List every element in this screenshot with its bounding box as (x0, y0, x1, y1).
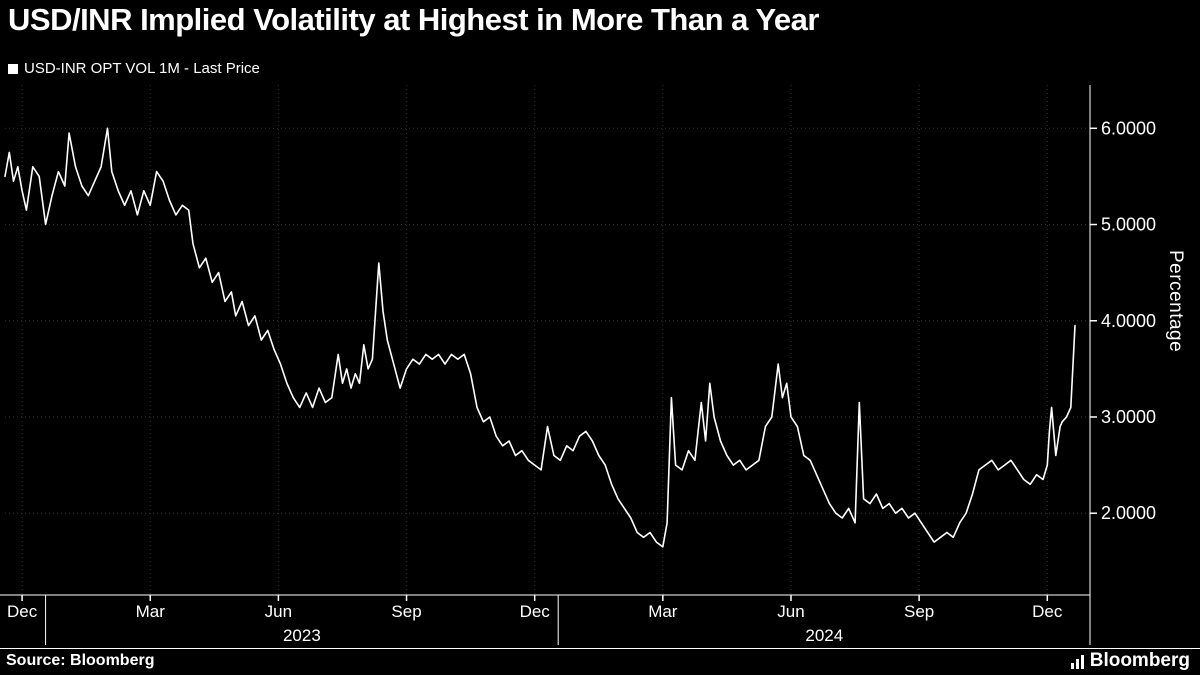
x-tick-label: Dec (1032, 602, 1063, 621)
legend-label: USD-INR OPT VOL 1M - Last Price (24, 60, 260, 77)
source-credit: Source: Bloomberg (6, 652, 155, 669)
x-tick-label: Dec (7, 602, 38, 621)
chart-legend: USD-INR OPT VOL 1M - Last Price (8, 60, 260, 77)
year-label: 2023 (283, 626, 321, 645)
x-tick-label: Sep (904, 602, 934, 621)
legend-swatch-icon (8, 63, 18, 74)
x-tick-label: Dec (520, 602, 551, 621)
x-tick-label: Jun (777, 602, 804, 621)
footer-divider (0, 648, 1200, 649)
x-tick-label: Mar (648, 602, 678, 621)
price-line-series (4, 127, 1076, 548)
y-tick-label: 5.0000 (1101, 215, 1156, 235)
bloomberg-brand-label: Bloomberg (1089, 650, 1190, 671)
y-axis-title: Percentage (1165, 250, 1186, 353)
year-label: 2024 (805, 626, 843, 645)
y-tick-label: 6.0000 (1101, 118, 1156, 138)
y-tick-label: 4.0000 (1101, 311, 1156, 331)
bloomberg-brand: Bloomberg (1070, 650, 1190, 672)
bloomberg-logo-icon (1070, 654, 1084, 669)
x-tick-label: Sep (391, 602, 421, 621)
x-tick-label: Jun (265, 602, 292, 621)
x-tick-label: Mar (136, 602, 166, 621)
y-tick-label: 3.0000 (1101, 407, 1156, 427)
chart-title: USD/INR Implied Volatility at Highest in… (8, 2, 819, 37)
y-tick-label: 2.0000 (1101, 503, 1156, 523)
